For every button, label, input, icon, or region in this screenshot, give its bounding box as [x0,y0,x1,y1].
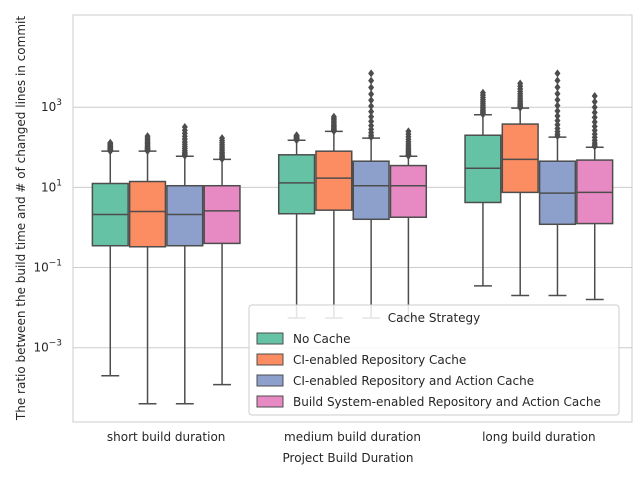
outlier-point [368,96,375,105]
outlier-point [368,107,375,116]
box-group [166,123,204,405]
box-iqr [203,184,241,245]
box-group [277,131,316,319]
box-iqr [501,123,539,194]
outlier-point [554,116,561,125]
y-tick-exponent: 1 [56,178,62,188]
box-group [538,69,577,297]
y-tick-exponent: 3 [56,98,62,108]
outlier-point [554,120,561,129]
y-axis-label: The ratio between the build time and # o… [14,16,28,421]
legend: Cache Strategy No Cache CI-enabled Reposit… [248,304,620,416]
box-group [464,88,502,287]
x-axis-ticks: short build duration medium build duratio… [107,430,596,444]
y-tick-exponent: −1 [49,259,62,269]
outlier-point [591,122,598,131]
outlier-point [591,103,598,112]
legend-frame [248,304,620,416]
legend-entry: No Cache [293,332,350,346]
outlier-point [368,112,375,121]
outlier-point [554,95,561,104]
box-iqr [315,150,353,211]
outlier-point [368,117,375,126]
outlier-point [554,83,561,92]
outlier-point [554,112,561,121]
x-tick-label: long build duration [482,430,596,444]
outlier-point [591,126,598,135]
legend-entry: CI-enabled Repository and Action Cache [293,374,534,388]
box-iqr [389,164,428,218]
legend-entry: Build System-enabled Repository and Acti… [293,395,601,409]
x-tick-label: medium build duration [284,430,421,444]
y-tick-base: 10 [33,261,48,275]
y-tick-label: 10−3 [33,339,62,355]
outlier-point [368,121,375,130]
outlier-point [591,92,598,101]
y-tick-label: 103 [41,98,62,114]
box-iqr [277,154,316,215]
box-group [128,132,167,405]
box-group [576,92,614,301]
legend-swatch [256,353,284,366]
outlier-point [479,88,486,97]
legend-title: Cache Strategy [388,311,481,325]
legend-swatch [256,395,284,408]
outlier-point [554,76,561,85]
outlier-point [293,131,300,140]
y-tick-base: 10 [33,341,48,355]
outlier-point [554,107,561,116]
outlier-point [591,118,598,127]
box-group [352,69,390,319]
box-iqr [166,184,204,247]
outlier-point [219,134,226,143]
box-iqr [352,160,390,221]
outlier-point [554,69,561,78]
box-group [501,79,539,297]
box-series [91,69,614,405]
box-group [91,138,129,377]
outlier-point [591,113,598,122]
outlier-point [405,127,412,136]
outlier-point [181,123,188,132]
outlier-point [368,76,375,85]
outlier-point [517,79,524,88]
x-axis-label: Project Build Duration [283,451,414,465]
y-tick-exponent: −3 [49,339,62,349]
x-tick-label: short build duration [107,430,225,444]
outlier-point [591,108,598,117]
y-tick-base: 10 [41,180,56,194]
legend-swatch [256,374,284,387]
box-group [203,134,241,386]
outlier-point [368,102,375,111]
outlier-point [368,90,375,99]
y-tick-label: 101 [41,178,62,194]
outlier-point [591,97,598,106]
outlier-point [554,89,561,98]
legend-entry: CI-enabled Repository Cache [293,353,466,367]
outlier-point [554,101,561,110]
y-tick-label: 10−1 [33,259,62,275]
outlier-point [107,138,114,147]
legend-swatch [256,332,284,345]
outlier-point [368,69,375,78]
outlier-point [330,112,337,121]
y-tick-base: 10 [41,100,56,114]
outlier-point [368,83,375,92]
outlier-point [144,132,151,141]
box-iqr [128,180,167,248]
